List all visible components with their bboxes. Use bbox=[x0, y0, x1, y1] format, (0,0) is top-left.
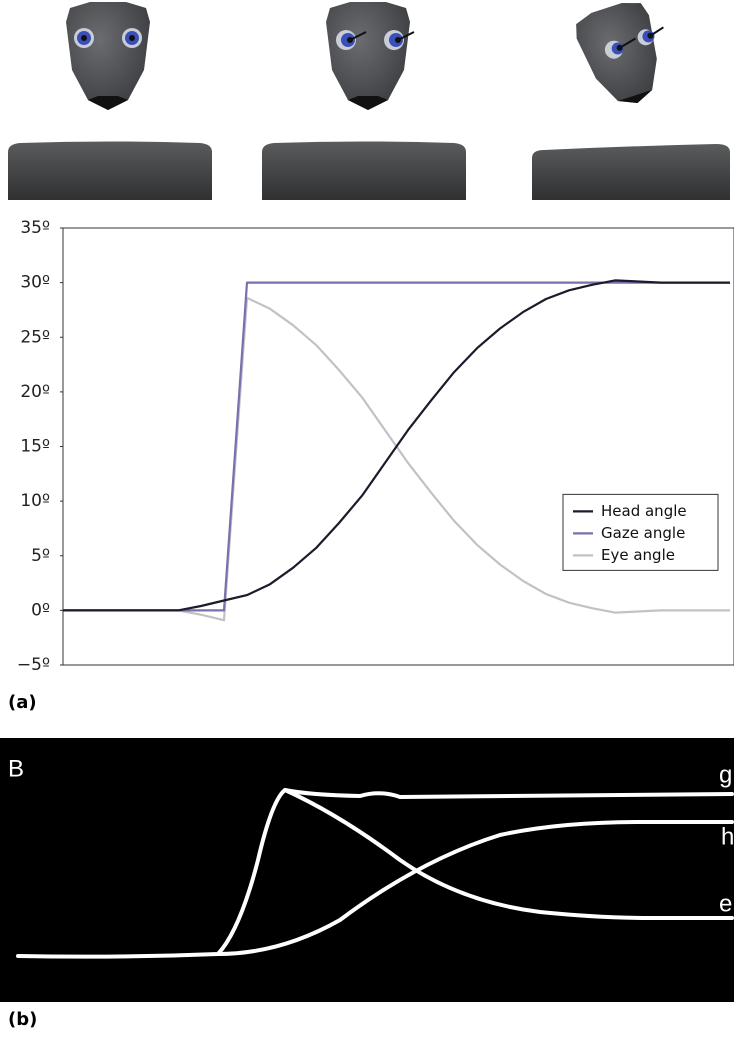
series-line bbox=[63, 296, 730, 622]
y-tick-label: 5º bbox=[31, 546, 50, 566]
recording-panel: B g h e bbox=[0, 738, 734, 1002]
plot-frame bbox=[62, 227, 734, 666]
y-tick-label: 20º bbox=[20, 382, 50, 402]
platforms bbox=[8, 141, 730, 200]
panel-letter: B bbox=[8, 755, 24, 782]
y-tick-label: 30º bbox=[20, 273, 50, 293]
legend-label: Gaze angle bbox=[601, 524, 685, 542]
y-tick-label: 35º bbox=[20, 218, 50, 238]
y-tick-label: 10º bbox=[20, 491, 50, 511]
curve-label: e bbox=[719, 890, 732, 917]
legend-label: Eye angle bbox=[601, 546, 675, 564]
y-tick-label: 0º bbox=[31, 600, 50, 620]
series-line bbox=[63, 279, 730, 612]
head-render bbox=[326, 2, 415, 110]
line-chart: −5º 0º 5º 10º 15º 20º 25º 30º 35º Head angle Gaze … bbox=[17, 218, 734, 675]
legend-label: Head angle bbox=[601, 502, 687, 520]
y-tick-label: −5º bbox=[17, 655, 50, 675]
head-render bbox=[576, 2, 664, 104]
curve-label: h bbox=[721, 823, 734, 850]
y-tick-label: 25º bbox=[20, 327, 50, 347]
panel-label: (a) bbox=[8, 692, 37, 713]
curve-label: g bbox=[719, 761, 732, 788]
head-render bbox=[66, 2, 150, 110]
y-tick-label: 15º bbox=[20, 437, 50, 457]
panel-label: (b) bbox=[8, 1009, 37, 1030]
head-renders bbox=[66, 2, 664, 110]
